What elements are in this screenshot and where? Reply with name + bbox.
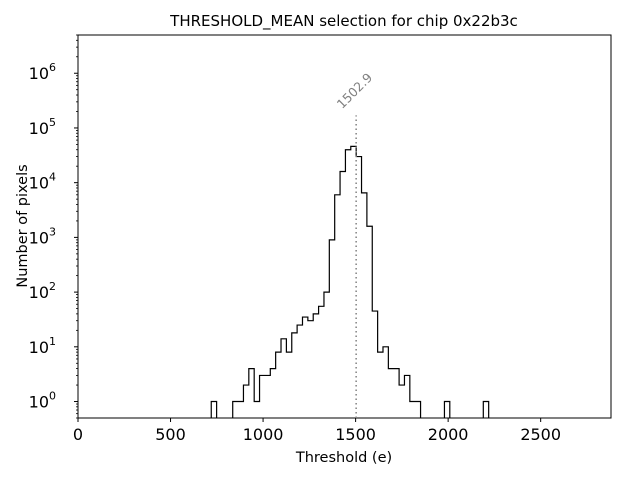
x-tick-label: 2500 <box>520 425 561 444</box>
y-tick-label: 106 <box>29 61 56 83</box>
x-tick-label: 1000 <box>243 425 284 444</box>
plot-area <box>77 34 612 419</box>
x-axis-label: Threshold (e) <box>295 450 392 466</box>
y-tick-exponent: 1 <box>49 335 56 348</box>
chart-title: THRESHOLD_MEAN selection for chip 0x22b3… <box>169 12 518 31</box>
mean-marker-label: 1502.9 <box>334 70 376 112</box>
x-tick-label: 0 <box>73 425 83 444</box>
y-tick-exponent: 5 <box>49 116 56 129</box>
y-tick-label: 102 <box>29 280 56 302</box>
y-tick-label: 101 <box>29 335 56 357</box>
y-tick-exponent: 4 <box>49 171 56 184</box>
histogram-step-line <box>210 145 490 418</box>
y-tick-exponent: 6 <box>49 61 56 74</box>
y-axis-label: Number of pixels <box>15 164 31 287</box>
x-axis: 0 500 1000 1500 2000 2500 <box>73 418 561 444</box>
y-tick-exponent: 3 <box>49 225 56 238</box>
y-tick-label: 103 <box>29 225 56 247</box>
annotations: 1502.9 <box>334 70 376 418</box>
x-tick-label: 2000 <box>428 425 469 444</box>
y-tick-exponent: 0 <box>49 390 56 403</box>
y-tick-exponent: 2 <box>49 280 56 293</box>
y-tick-label: 104 <box>29 171 56 193</box>
y-tick-label: 105 <box>29 116 56 138</box>
x-tick-label: 1500 <box>335 425 376 444</box>
y-tick-label: 100 <box>29 390 56 412</box>
x-tick-label: 500 <box>155 425 186 444</box>
